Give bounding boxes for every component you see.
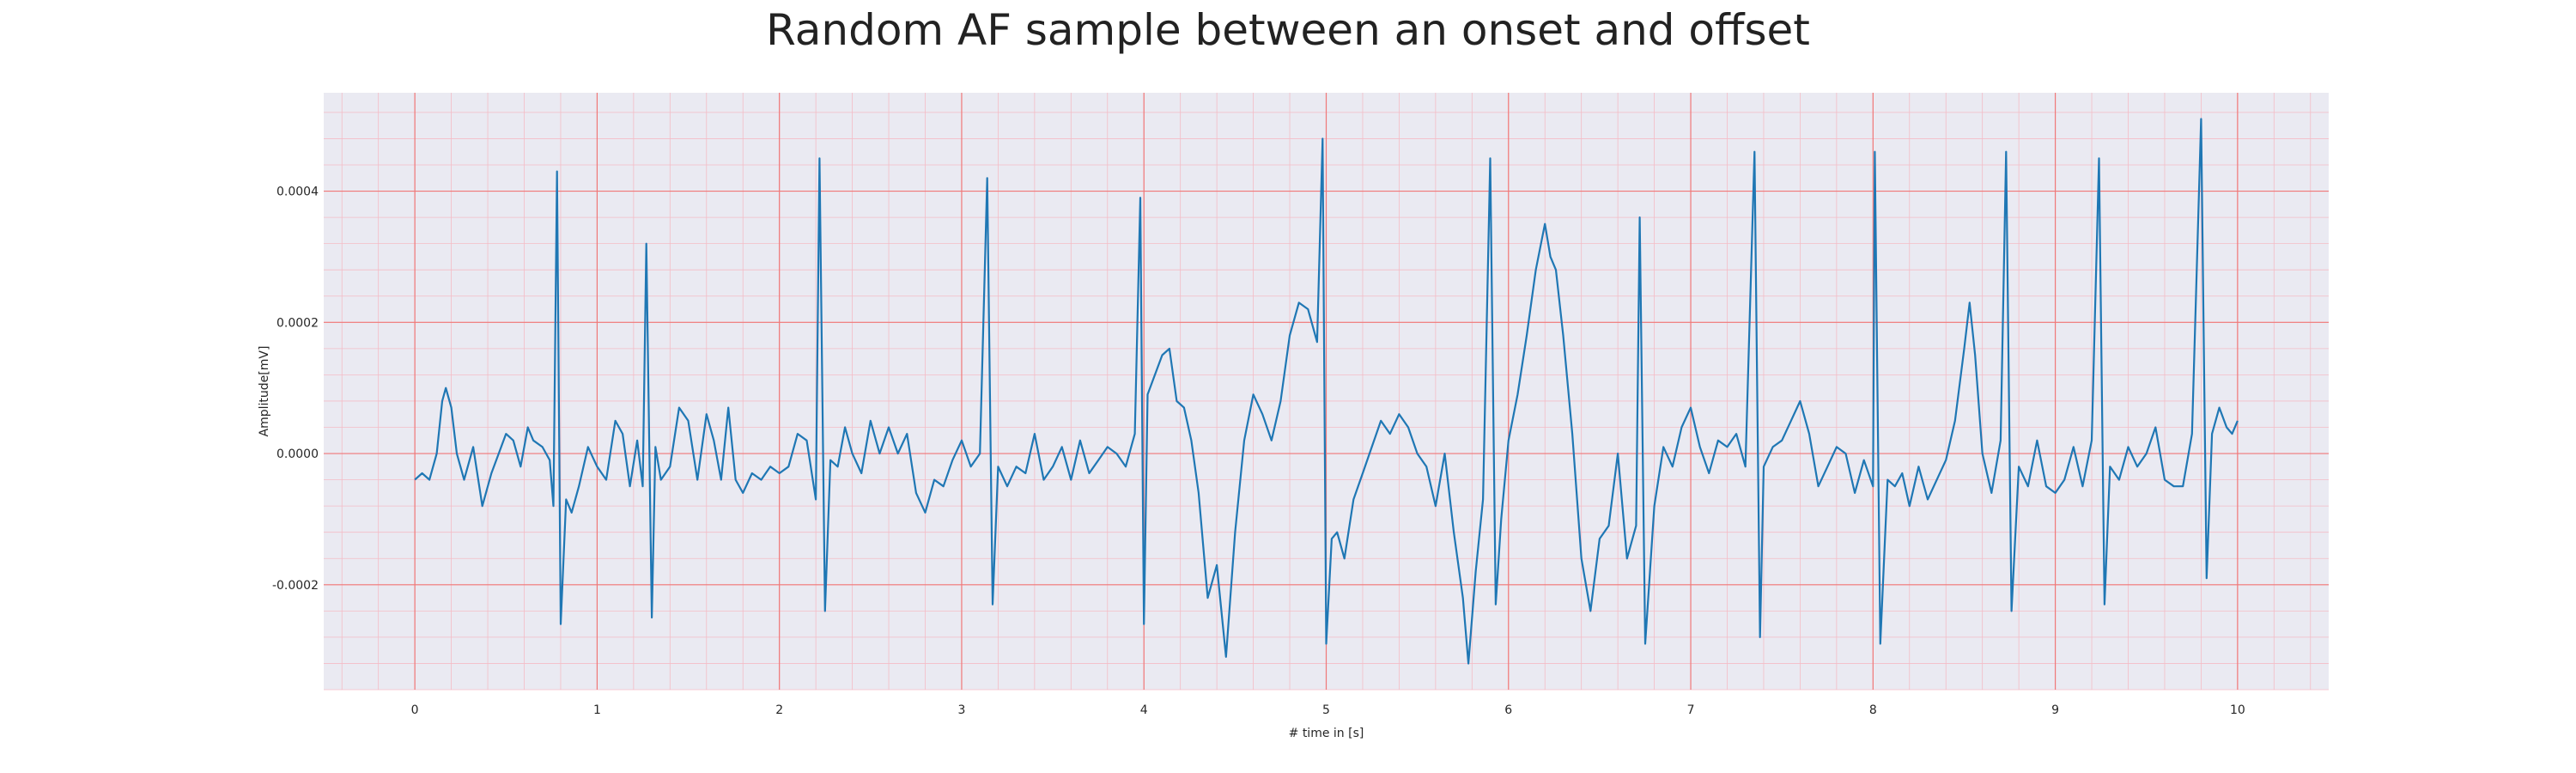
x-tick-label: 1: [593, 703, 601, 717]
y-axis-label: Amplitude[mV]: [258, 346, 271, 437]
y-tick-label: 0.0004: [276, 186, 319, 199]
x-tick-label: 0: [411, 703, 419, 717]
y-tick-label: 0.0002: [276, 316, 319, 330]
x-tick-label: 6: [1504, 703, 1512, 717]
x-tick-label: 10: [2230, 703, 2245, 717]
series-line-0: [414, 118, 2239, 665]
y-tick-label: -0.0002: [272, 579, 319, 593]
x-tick-label: 3: [957, 703, 965, 717]
x-tick-label: 4: [1140, 703, 1148, 717]
x-axis-label: # time in [s]: [1289, 727, 1364, 740]
x-tick-label: 5: [1322, 703, 1330, 717]
series-layer: [414, 118, 2239, 665]
y-tick-label: 0.0000: [276, 447, 319, 461]
x-tick-label: 9: [2051, 703, 2059, 717]
x-tick-label: 2: [775, 703, 783, 717]
chart-title: Random AF sample between an onset and of…: [766, 5, 1810, 55]
x-tick-label: 8: [1869, 703, 1877, 717]
x-tick-label: 7: [1687, 703, 1695, 717]
x-tick-labels: 0 1 2 3 4 5 6 7 8 9 10: [411, 703, 2245, 717]
y-tick-labels: -0.0002 0.0000 0.0002 0.0004: [272, 186, 319, 593]
